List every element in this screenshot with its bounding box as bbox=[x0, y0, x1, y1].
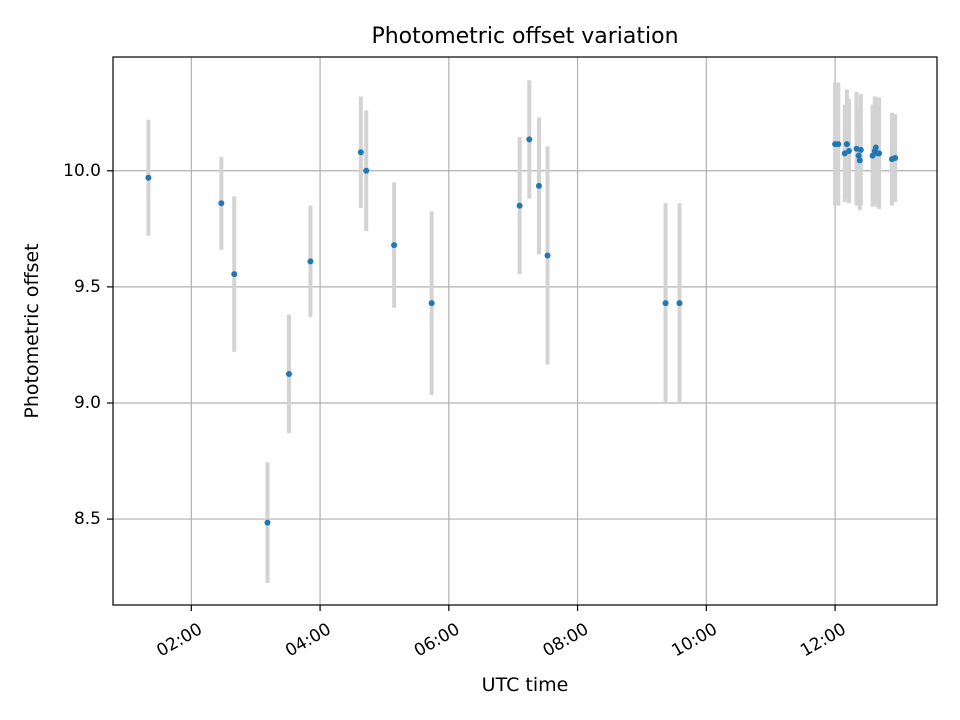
data-point bbox=[526, 136, 533, 143]
data-point bbox=[357, 149, 364, 156]
y-tick-label: 9.5 bbox=[74, 277, 101, 297]
data-point bbox=[535, 182, 542, 189]
data-point bbox=[264, 519, 271, 526]
data-point bbox=[145, 174, 152, 181]
data-point bbox=[869, 152, 876, 159]
data-points bbox=[145, 136, 899, 526]
data-point bbox=[857, 146, 864, 153]
y-tick-label: 8.5 bbox=[74, 509, 101, 529]
data-point bbox=[428, 300, 435, 307]
data-point bbox=[835, 141, 842, 148]
x-axis-label: UTC time bbox=[482, 674, 569, 696]
chart-title: Photometric offset variation bbox=[371, 24, 678, 49]
data-point bbox=[876, 150, 883, 157]
data-point bbox=[843, 141, 850, 148]
data-point bbox=[892, 155, 899, 162]
data-point bbox=[676, 300, 683, 307]
data-point bbox=[855, 152, 862, 159]
data-point bbox=[231, 271, 238, 278]
plot-frame bbox=[112, 56, 938, 606]
data-point bbox=[516, 202, 523, 209]
data-point bbox=[285, 370, 292, 377]
data-point bbox=[218, 200, 225, 207]
data-point bbox=[307, 258, 314, 265]
data-point bbox=[662, 300, 669, 307]
data-point bbox=[391, 242, 398, 249]
y-axis-label: Photometric offset bbox=[21, 243, 43, 418]
data-point bbox=[846, 148, 853, 155]
data-point bbox=[544, 252, 551, 259]
data-point bbox=[363, 167, 370, 174]
y-tick-label: 9.0 bbox=[74, 393, 101, 413]
y-tick-label: 10.0 bbox=[63, 161, 101, 181]
data-point bbox=[872, 144, 879, 151]
data-point bbox=[856, 157, 863, 164]
